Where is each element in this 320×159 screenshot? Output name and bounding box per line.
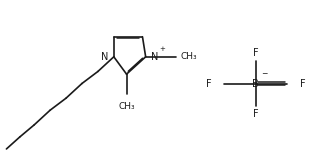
Text: F: F	[206, 79, 211, 89]
Text: N: N	[151, 52, 159, 62]
Text: F: F	[253, 109, 258, 119]
Text: B: B	[252, 79, 259, 89]
Text: N: N	[101, 52, 108, 62]
Text: CH₃: CH₃	[181, 52, 197, 61]
Text: F: F	[300, 79, 306, 89]
Text: F: F	[253, 48, 258, 59]
Text: CH₃: CH₃	[118, 102, 135, 111]
Text: −: −	[261, 69, 268, 78]
Text: +: +	[159, 46, 165, 52]
